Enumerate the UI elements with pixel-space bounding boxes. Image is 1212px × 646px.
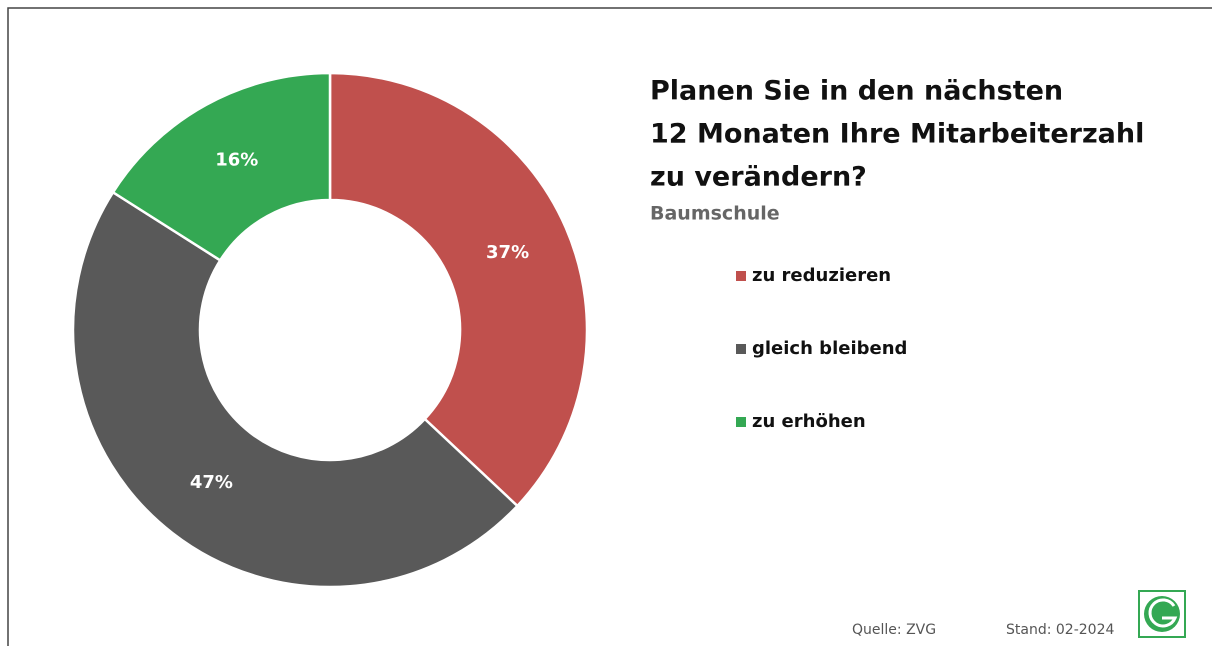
legend-label: gleich bleibend — [752, 338, 907, 359]
value-label: 37% — [486, 242, 529, 263]
subtitle: Baumschule — [650, 203, 780, 225]
chart-title: Planen Sie in den nächsten 12 Monaten Ihr… — [650, 76, 1144, 193]
value-label: 47% — [190, 472, 233, 493]
legend-swatch — [736, 271, 746, 281]
logo — [1138, 590, 1186, 638]
frame — [7, 7, 1212, 646]
value-label: 16% — [215, 149, 258, 170]
legend-label: zu erhöhen — [752, 411, 866, 432]
legend-swatch — [736, 344, 746, 354]
title-line: 12 Monaten Ihre Mitarbeiterzahl — [650, 119, 1144, 150]
donut-segment — [71, 190, 520, 589]
donut-segment — [328, 71, 589, 508]
date: Stand: 02-2024 — [1006, 622, 1114, 638]
title-line: zu verändern? — [650, 162, 867, 193]
legend-swatch — [736, 417, 746, 427]
legend-label: zu reduzieren — [752, 265, 891, 286]
title-line: Planen Sie in den nächsten — [650, 76, 1063, 107]
source: Quelle: ZVG — [852, 622, 936, 638]
donut-segment — [111, 71, 332, 263]
